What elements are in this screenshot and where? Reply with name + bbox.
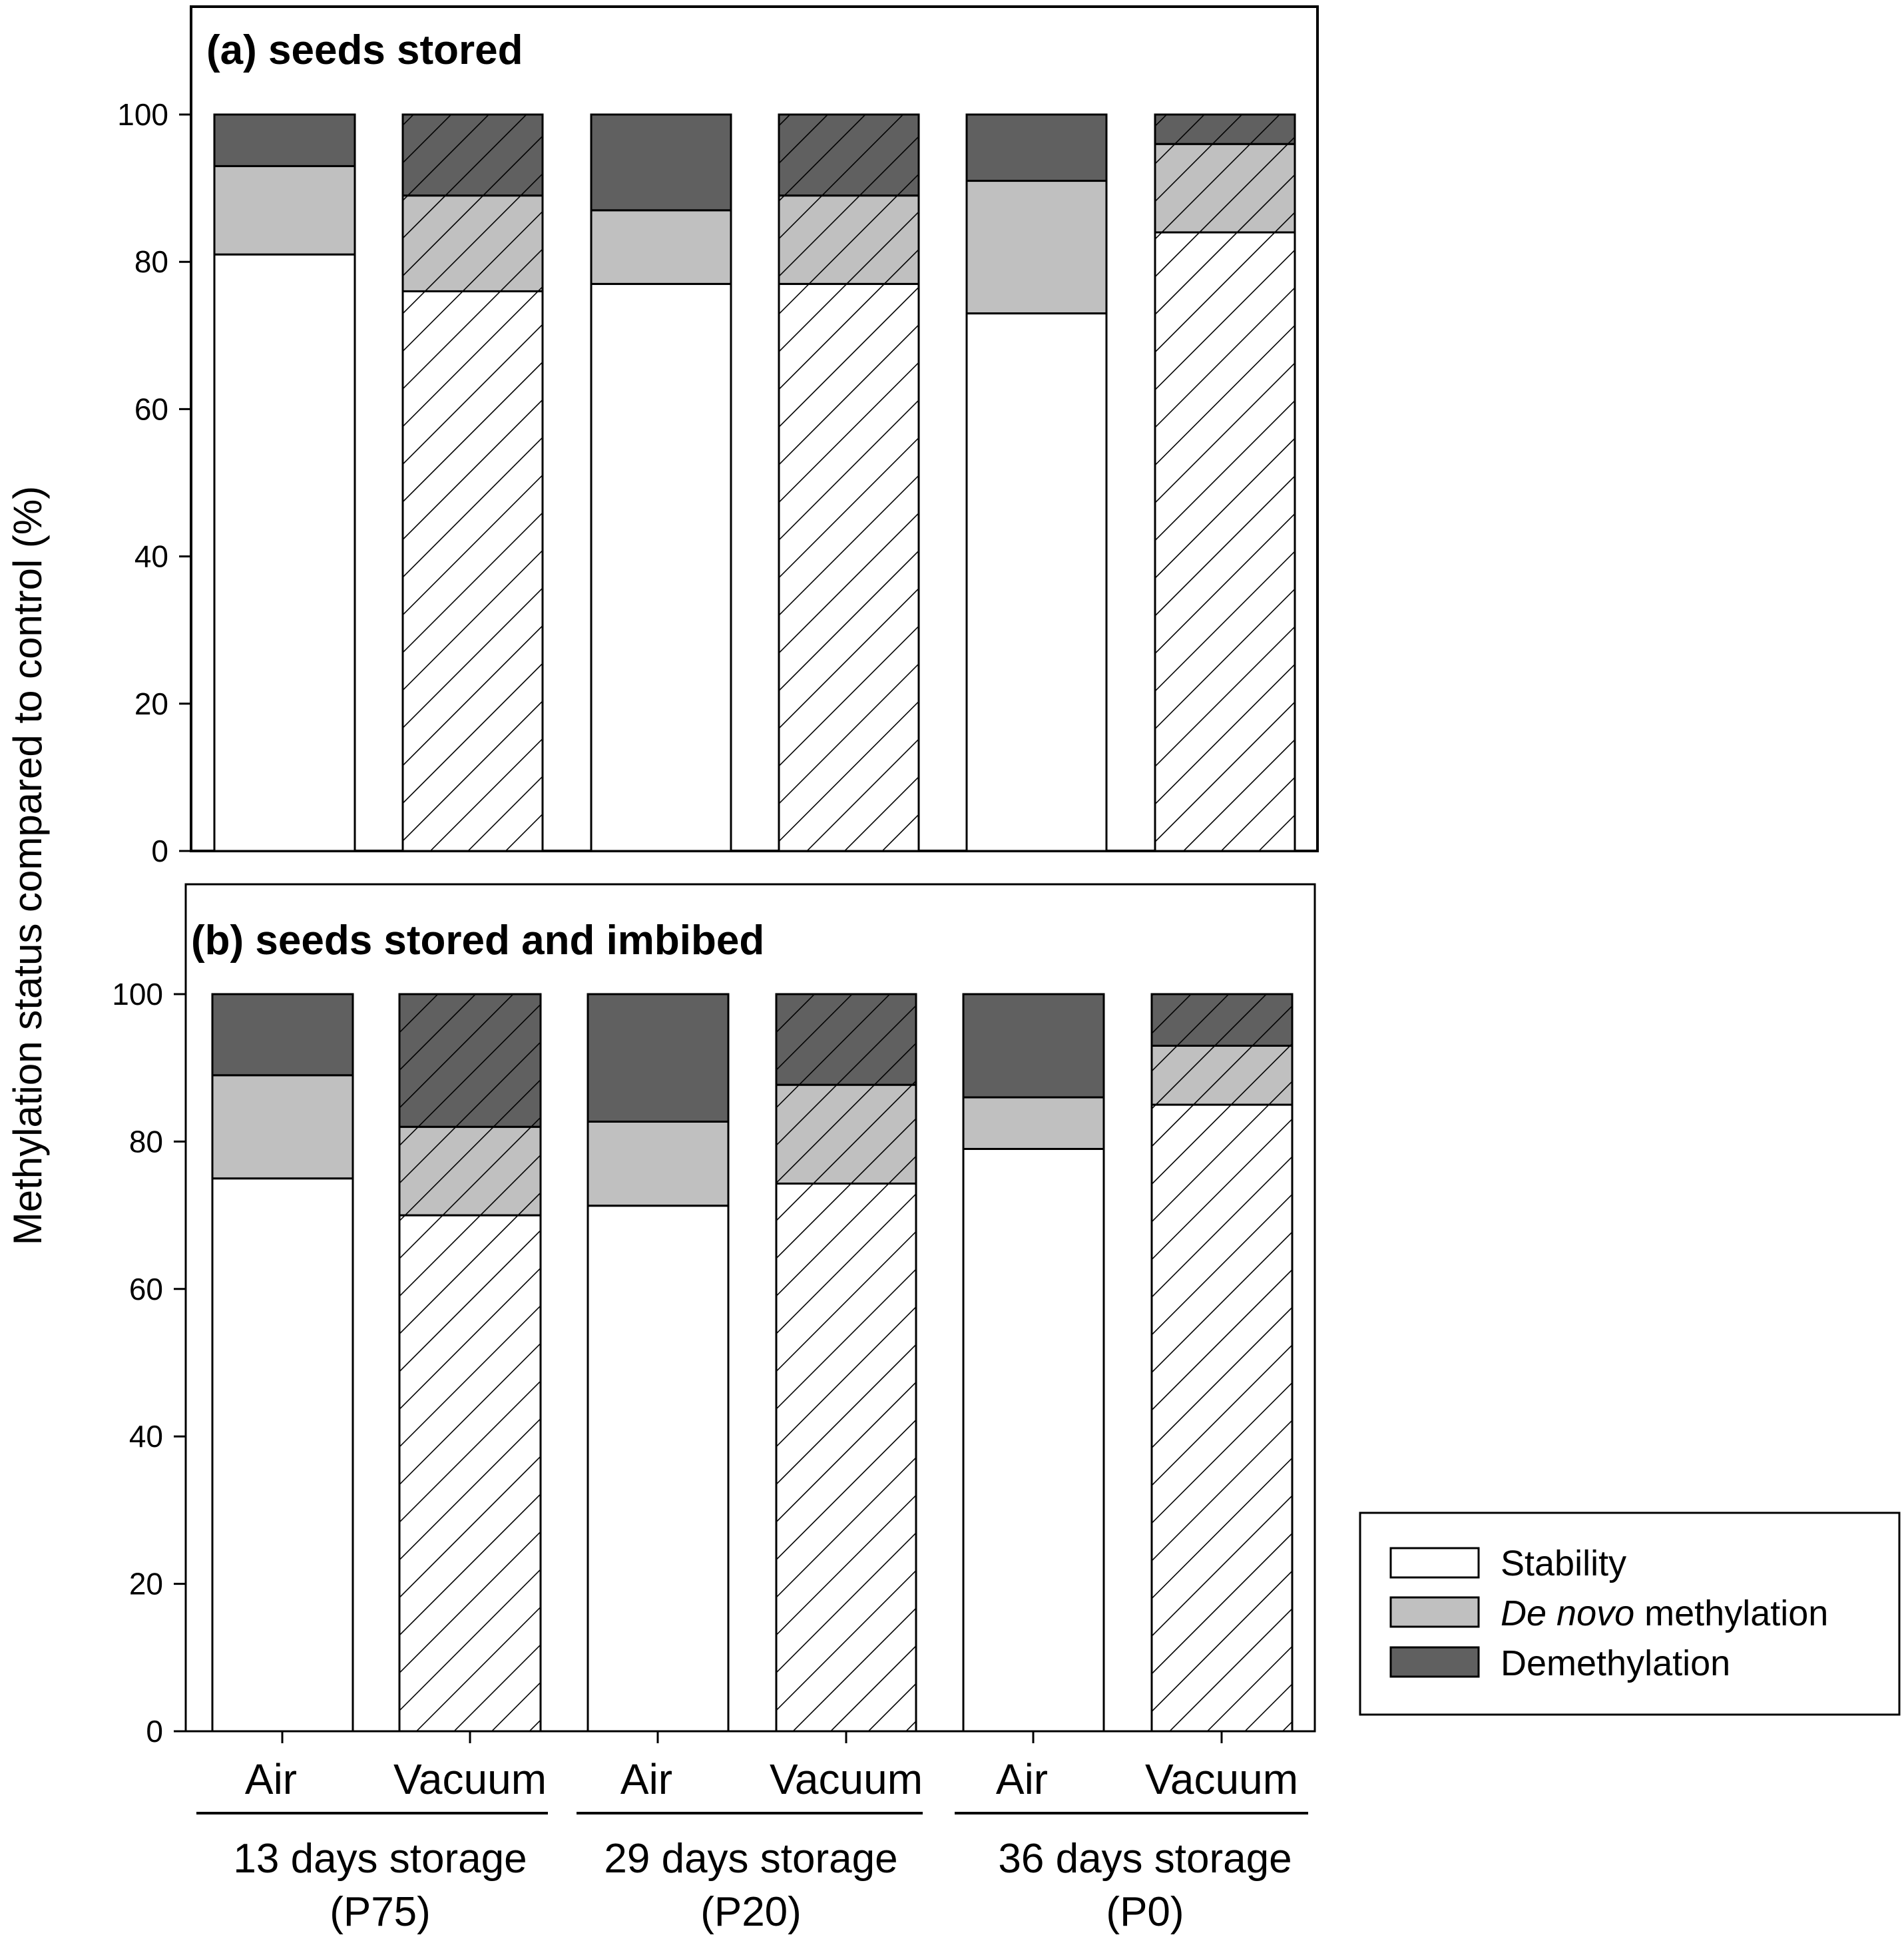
x-category-label-1: Air bbox=[245, 1755, 297, 1803]
group-2-label-line1: 29 days storage bbox=[604, 1836, 897, 1882]
bar-a-1-demethylation bbox=[213, 113, 356, 167]
bar-hatch-a-4-denovo bbox=[779, 195, 919, 284]
bar-hatch-b-4-demethylation bbox=[776, 994, 916, 1085]
bar-a-3-denovo bbox=[590, 209, 732, 285]
y-tick-label-b-0: 0 bbox=[146, 1714, 163, 1749]
y-tick-label-a-0: 0 bbox=[151, 834, 168, 868]
y-tick-label-a-40: 40 bbox=[134, 539, 168, 574]
panel-a-y-axis: 0 20 40 60 80 100 bbox=[117, 97, 191, 868]
y-axis-label: Methylation status compared to control (… bbox=[5, 486, 50, 1246]
group-3-label-line1: 36 days storage bbox=[998, 1836, 1292, 1882]
bar-a-5-demethylation bbox=[965, 113, 1108, 182]
panel-b-seeds-stored-imbibed: (b) seeds stored and imbibed 0 20 40 60 80 10… bbox=[112, 883, 1316, 1749]
bar-hatch-a-2-stability bbox=[403, 291, 543, 851]
y-tick-label-a-80: 80 bbox=[134, 244, 168, 279]
x-category-label-4: Vacuum bbox=[770, 1755, 923, 1803]
bar-a-1-stability bbox=[213, 253, 356, 852]
x-category-label-6: Vacuum bbox=[1145, 1755, 1298, 1803]
panel-a-bars bbox=[213, 113, 1296, 852]
legend-label-stability: Stability bbox=[1501, 1543, 1626, 1583]
legend-swatch-demethylation bbox=[1389, 1646, 1480, 1678]
bar-a-5-stability bbox=[965, 312, 1108, 852]
bar-hatch-a-6-denovo bbox=[1155, 144, 1295, 232]
bar-b-1-denovo bbox=[211, 1074, 354, 1180]
bar-b-1-demethylation bbox=[211, 993, 354, 1077]
bar-hatch-a-4-demethylation bbox=[779, 115, 919, 196]
legend-swatch-denovo bbox=[1389, 1596, 1480, 1628]
y-tick-label-a-20: 20 bbox=[134, 687, 168, 721]
bar-hatch-a-2-denovo bbox=[403, 195, 543, 292]
x-category-label-5: Air bbox=[996, 1755, 1048, 1803]
bar-hatch-b-6-denovo bbox=[1152, 1045, 1292, 1105]
x-category-label-3: Air bbox=[620, 1755, 672, 1803]
x-category-label-2: Vacuum bbox=[393, 1755, 547, 1803]
legend-swatch-stability bbox=[1389, 1547, 1480, 1579]
y-tick-label-b-20: 20 bbox=[129, 1567, 163, 1601]
bar-a-5-denovo bbox=[965, 180, 1108, 315]
panel-a-title: (a) seeds stored bbox=[206, 27, 523, 73]
bar-hatch-a-4-stability bbox=[779, 284, 919, 851]
bar-hatch-b-2-denovo bbox=[399, 1127, 541, 1216]
y-tick-label-a-100: 100 bbox=[117, 97, 168, 132]
group-1-label-line2: (P75) bbox=[330, 1889, 431, 1935]
bar-b-5-stability bbox=[962, 1147, 1105, 1733]
bar-a-3-demethylation bbox=[590, 113, 732, 212]
group-3-label-line2: (P0) bbox=[1106, 1889, 1184, 1935]
y-tick-label-a-60: 60 bbox=[134, 392, 168, 426]
bar-a-1-denovo bbox=[213, 164, 356, 256]
legend-label-denovo: De novo methylation bbox=[1501, 1593, 1828, 1633]
y-tick-label-b-60: 60 bbox=[129, 1272, 163, 1306]
bar-hatch-b-4-denovo bbox=[776, 1085, 916, 1184]
panel-b-frame bbox=[184, 883, 1316, 1733]
y-tick-label-b-40: 40 bbox=[129, 1419, 163, 1454]
panel-b-title: (b) seeds stored and imbibed bbox=[191, 918, 764, 964]
group-2-label-line2: (P20) bbox=[700, 1889, 802, 1935]
panel-b-y-axis: 0 20 40 60 80 100 bbox=[112, 977, 186, 1749]
bar-b-5-demethylation bbox=[962, 993, 1105, 1099]
y-tick-label-b-80: 80 bbox=[129, 1124, 163, 1159]
bar-b-3-denovo bbox=[587, 1121, 730, 1207]
x-category-labels: Air Vacuum Air Vacuum Air Vacuum bbox=[245, 1731, 1298, 1803]
bar-hatch-b-2-demethylation bbox=[399, 994, 541, 1127]
panel-a-seeds-stored: (a) seeds stored 0 20 40 60 80 100 bbox=[117, 5, 1319, 868]
bar-hatch-a-6-demethylation bbox=[1155, 115, 1295, 144]
legend: Stability De novo methylation Demethylat… bbox=[1359, 1512, 1901, 1716]
bar-a-3-stability bbox=[590, 282, 732, 852]
panel-a-frame bbox=[190, 5, 1319, 852]
bar-hatch-a-2-demethylation bbox=[403, 115, 543, 196]
bar-b-1-stability bbox=[211, 1177, 354, 1733]
legend-label-demethylation: Demethylation bbox=[1501, 1643, 1730, 1683]
bar-hatch-a-6-stability bbox=[1155, 232, 1295, 852]
panel-b-bars bbox=[211, 993, 1294, 1733]
group-1-label-line1: 13 days storage bbox=[233, 1836, 527, 1882]
bar-hatch-b-4-stability bbox=[776, 1183, 916, 1731]
x-group-labels: 13 days storage (P75) 29 days storage (P… bbox=[196, 1812, 1308, 1935]
bar-b-3-demethylation bbox=[587, 993, 730, 1123]
bar-b-5-denovo bbox=[962, 1096, 1105, 1150]
bar-hatch-b-2-stability bbox=[399, 1215, 541, 1731]
bar-hatch-b-6-stability bbox=[1152, 1105, 1292, 1731]
bar-hatch-b-6-demethylation bbox=[1152, 994, 1292, 1046]
bar-b-3-stability bbox=[587, 1205, 730, 1733]
y-tick-label-b-100: 100 bbox=[112, 977, 163, 1011]
